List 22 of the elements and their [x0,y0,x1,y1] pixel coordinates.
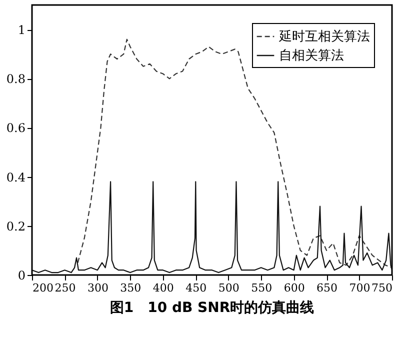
y-tick-label: 0 [18,268,26,282]
x-tick-label: 350 [120,282,142,294]
legend-label: 延时互相关算法 [278,30,370,44]
x-tick-label: 550 [251,282,272,294]
x-tick-label: 250 [54,282,76,294]
x-tick-label: 650 [316,282,338,294]
line-series [31,181,393,274]
x-tick-label: 300 [87,282,108,294]
y-tick-label: 0.6 [6,121,26,136]
y-tick-label: 0.4 [6,170,26,184]
x-tick-label: 200 [32,282,54,294]
text: 图1 10 dB SNR时的仿真曲线 [110,300,314,316]
x-tick-label: 750 [372,282,392,294]
x-tick-label: 700 [349,282,370,294]
x-tick-label: 600 [284,282,305,294]
y-tick-label: 0.2 [6,219,26,234]
x-tick-label: 400 [152,282,174,294]
y-tick-label: 0.8 [6,72,26,86]
x-tick-label: 500 [218,282,240,294]
x-tick-label: 450 [186,282,207,294]
legend-label: 自相关算法 [279,48,344,64]
y-tick-label: 1 [18,23,26,38]
